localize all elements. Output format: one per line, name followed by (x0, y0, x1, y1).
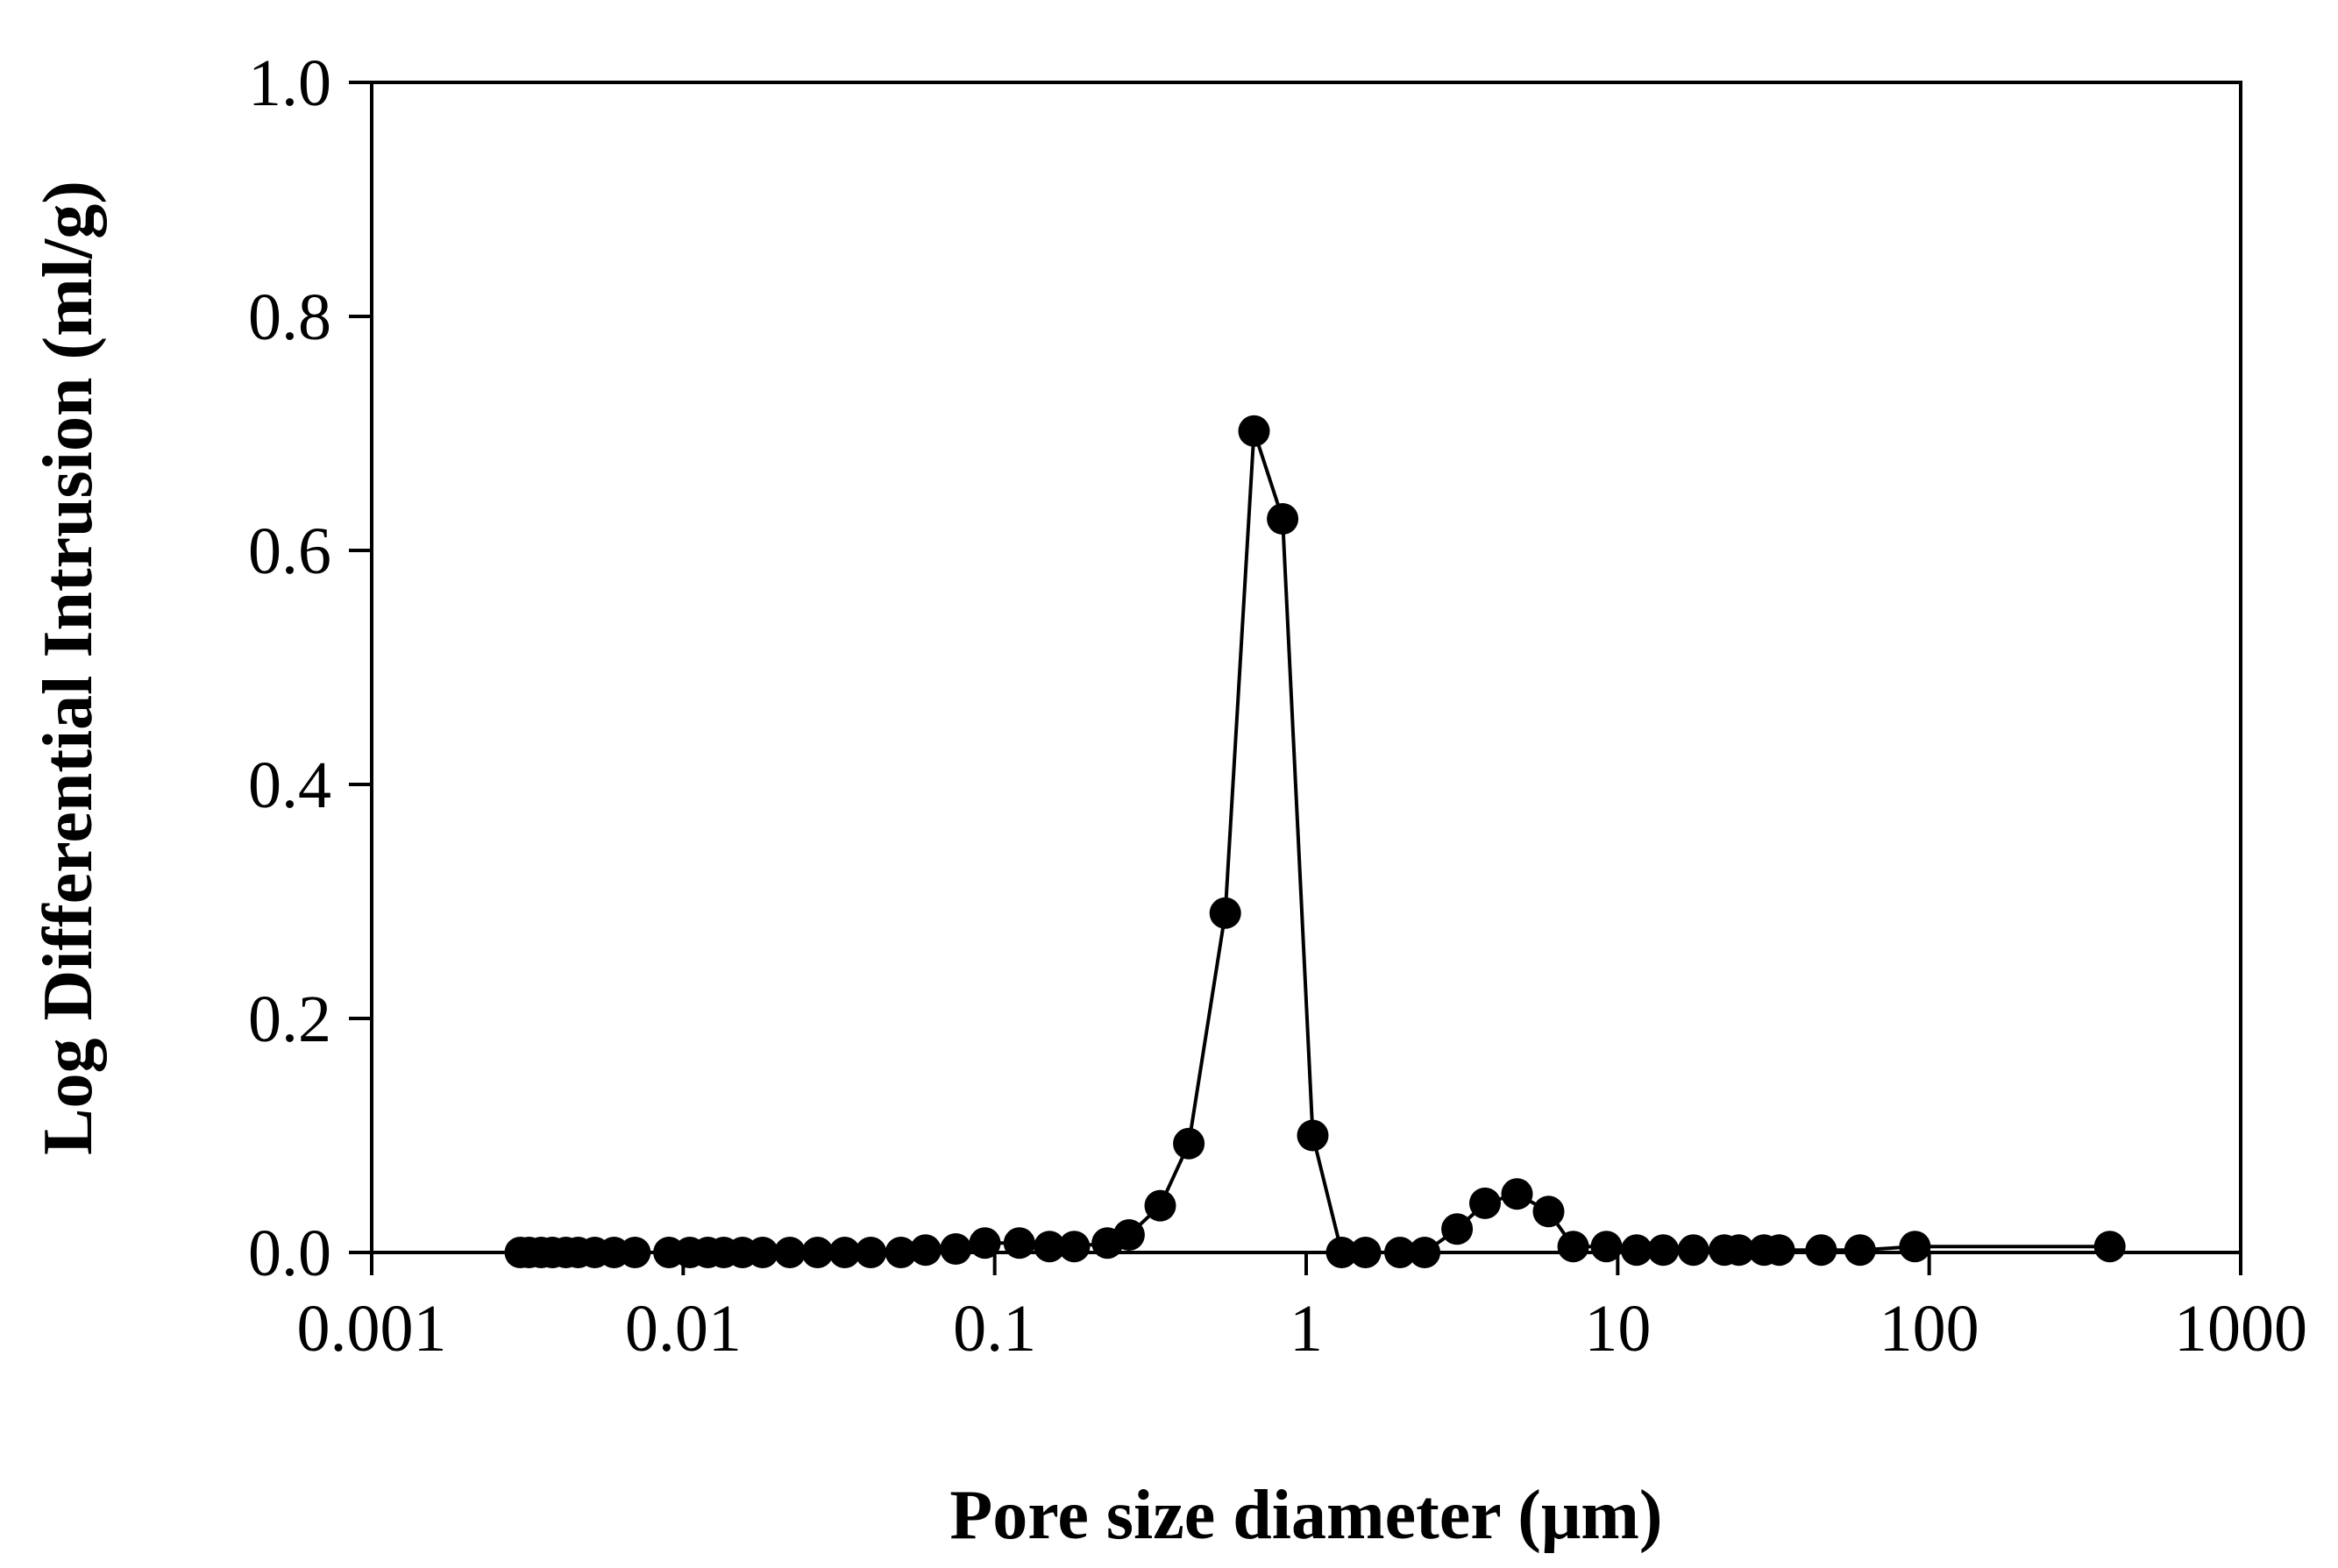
data-point (801, 1237, 834, 1268)
x-tick-label: 100 (1880, 1292, 1979, 1366)
data-point (1112, 1219, 1145, 1251)
plot-frame (370, 81, 2242, 1254)
data-point (619, 1237, 651, 1268)
data-point (1723, 1234, 1755, 1266)
data-point (1557, 1231, 1589, 1263)
data-point (774, 1237, 806, 1268)
data-point (1173, 1127, 1205, 1160)
data-point (1349, 1237, 1382, 1268)
data-points (504, 415, 2126, 1268)
data-point (1805, 1234, 1837, 1266)
data-point (1238, 415, 1270, 447)
data-point (1647, 1234, 1680, 1266)
data-point (1003, 1227, 1035, 1259)
y-tick-label: 0.2 (248, 983, 331, 1056)
data-point (1763, 1234, 1795, 1266)
data-point (940, 1233, 972, 1265)
data-point (1409, 1237, 1441, 1268)
x-tick-label: 1 (1290, 1292, 1323, 1366)
data-point (2093, 1231, 2126, 1263)
data-point (1267, 503, 1299, 535)
data-point (1034, 1231, 1066, 1263)
y-tick-label: 0.4 (248, 749, 331, 822)
y-tick-label: 0.8 (248, 280, 331, 354)
data-point (1144, 1189, 1176, 1222)
data-point (1532, 1196, 1565, 1228)
y-tick-label: 1.0 (248, 46, 331, 120)
data-point (1441, 1213, 1474, 1245)
data-point (1899, 1231, 1931, 1263)
data-point (1384, 1237, 1416, 1268)
data-point (1844, 1234, 1876, 1266)
data-point (828, 1237, 861, 1268)
x-axis-ticks: 0.001 0.01 0.1 1 10 100 1000 (297, 1251, 2307, 1366)
data-point (1325, 1237, 1358, 1268)
data-point (885, 1237, 917, 1268)
data-point (855, 1237, 887, 1268)
data-point (1590, 1231, 1623, 1263)
x-tick-label: 0.001 (297, 1292, 447, 1366)
y-tick-label: 0.0 (248, 1217, 331, 1290)
x-tick-label: 0.01 (625, 1292, 742, 1366)
data-point (1058, 1231, 1091, 1263)
data-point (1469, 1187, 1501, 1219)
x-axis-title: Pore size diameter (μm) (949, 1477, 1662, 1554)
data-point (747, 1237, 778, 1268)
data-point (969, 1227, 1001, 1259)
data-point (909, 1234, 942, 1266)
x-tick-label: 0.1 (953, 1292, 1036, 1366)
y-axis-title: Log Differential Intrusion (ml/g) (30, 181, 107, 1155)
x-tick-label: 1000 (2174, 1292, 2307, 1366)
data-point (1677, 1234, 1709, 1266)
y-axis-ticks: 0.0 0.2 0.4 0.6 0.8 1.0 (248, 46, 372, 1290)
y-tick-label: 0.6 (248, 514, 331, 588)
data-point (1297, 1119, 1329, 1152)
x-tick-label: 10 (1584, 1292, 1651, 1366)
data-point (1209, 897, 1241, 929)
data-point (1501, 1178, 1533, 1210)
data-point (1620, 1234, 1652, 1266)
